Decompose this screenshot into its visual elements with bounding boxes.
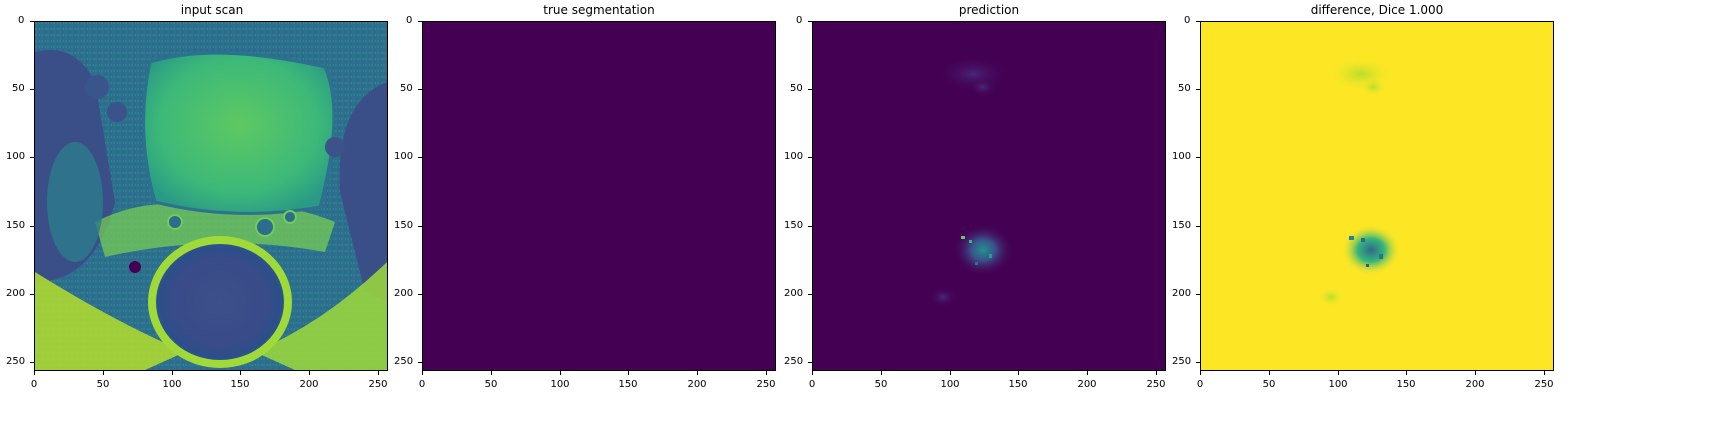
y-tick: 200	[394, 288, 414, 299]
image-true-segmentation	[422, 21, 776, 371]
x-tick: 0	[1196, 379, 1204, 390]
y-tick: 100	[1172, 151, 1192, 162]
y-tick: 0	[1184, 15, 1191, 26]
x-tick: 200	[299, 379, 319, 390]
x-tick: 50	[874, 379, 888, 390]
x-tick: 50	[96, 379, 110, 390]
panel-title: true segmentation	[543, 3, 655, 17]
y-tick: 50	[12, 83, 25, 94]
y-tick: 50	[400, 83, 413, 94]
image-prediction	[812, 21, 1166, 371]
x-tick: 150	[230, 379, 250, 390]
panel-true-segmentation: true segmentation 0 50 100 150 200 250 0…	[394, 3, 776, 390]
panel-title: prediction	[958, 3, 1020, 17]
x-tick: 200	[687, 379, 707, 390]
y-tick: 100	[394, 151, 414, 162]
x-tick: 100	[1328, 379, 1348, 390]
y-tick: 150	[784, 220, 804, 231]
y-tick: 250	[394, 356, 414, 367]
x-tick: 100	[162, 379, 182, 390]
x-tick: 0	[808, 379, 816, 390]
y-tick: 250	[6, 356, 26, 367]
x-tick: 150	[1008, 379, 1028, 390]
x-tick: 150	[1396, 379, 1416, 390]
panel-input-scan: input scan	[0, 0, 420, 432]
y-tick: 150	[6, 220, 26, 231]
panel-prediction: prediction 0 50 1	[784, 3, 1166, 390]
x-tick: 150	[618, 379, 638, 390]
y-tick: 100	[784, 151, 804, 162]
x-tick: 0	[418, 379, 426, 390]
y-tick: 250	[1172, 356, 1192, 367]
x-tick: 50	[484, 379, 498, 390]
y-tick: 200	[784, 288, 804, 299]
image-input-scan	[34, 21, 388, 371]
panel-title: difference, Dice 1.000	[1310, 3, 1444, 17]
x-tick: 250	[1534, 379, 1554, 390]
y-tick: 0	[796, 15, 803, 26]
x-tick: 250	[1146, 379, 1166, 390]
x-tick: 250	[756, 379, 776, 390]
y-tick: 50	[790, 83, 803, 94]
image-difference	[1200, 21, 1554, 371]
x-tick: 50	[1262, 379, 1276, 390]
y-tick: 50	[1178, 83, 1191, 94]
y-tick: 200	[6, 288, 26, 299]
y-tick: 0	[406, 15, 413, 26]
x-tick: 0	[30, 379, 38, 390]
y-tick: 150	[1172, 220, 1192, 231]
x-tick: 200	[1077, 379, 1097, 390]
y-tick: 250	[784, 356, 804, 367]
x-tick: 100	[550, 379, 570, 390]
x-tick: 200	[1465, 379, 1485, 390]
panel-title: input scan	[180, 3, 244, 17]
x-tick: 100	[940, 379, 960, 390]
y-tick: 100	[6, 151, 26, 162]
y-tick: 200	[1172, 288, 1192, 299]
y-tick: 150	[394, 220, 414, 231]
y-tick: 0	[18, 15, 25, 26]
x-tick: 250	[368, 379, 388, 390]
